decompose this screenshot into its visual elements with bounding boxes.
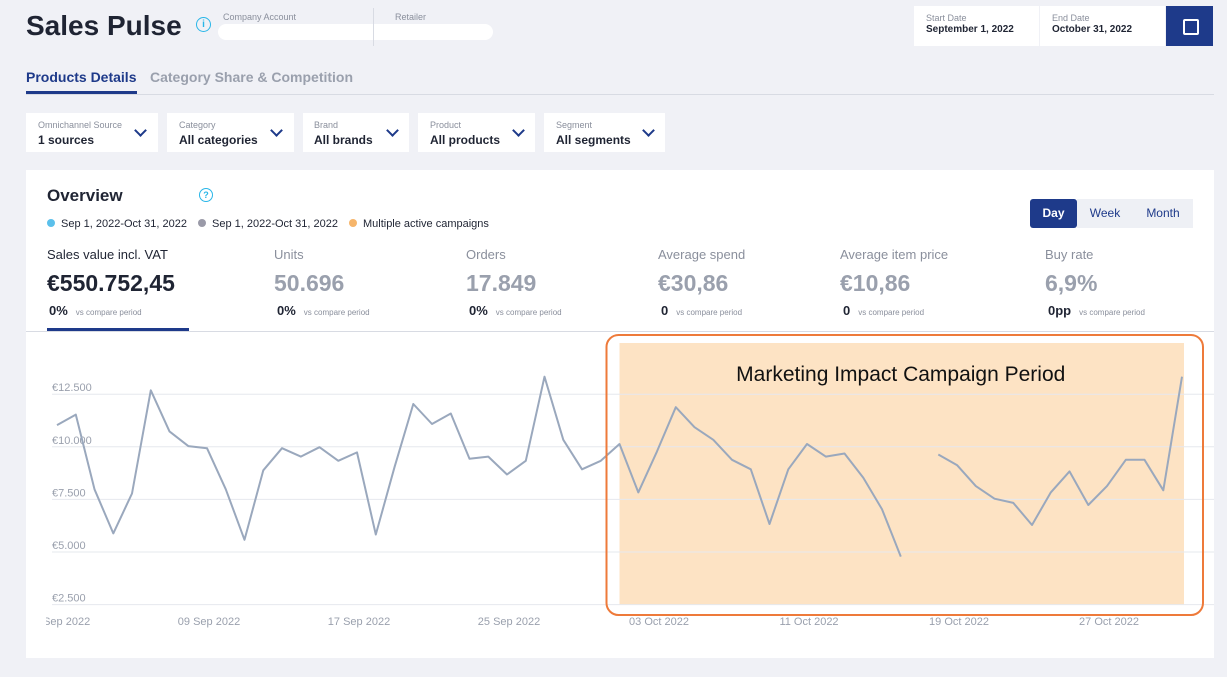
y-tick-label: €7.500 [52,487,86,499]
metric-value: €10,86 [840,270,911,296]
tab[interactable]: Category Share & Competition [150,69,354,85]
filter-value: All segments [556,133,631,147]
metric-change: 0 [843,303,851,318]
x-tick-label: 17 Sep 2022 [328,616,390,628]
filter-value: All products [430,133,501,147]
campaign-region [619,343,1184,605]
filter-value: 1 sources [38,133,95,147]
x-tick-label: 27 Oct 2022 [1079,616,1139,628]
filter-label: Segment [556,120,593,130]
metric-label: Orders [466,247,506,262]
filter[interactable]: Segment All segments [544,113,665,152]
period-week[interactable]: Week [1077,199,1133,228]
info-icon[interactable]: i [196,17,211,32]
metric-value: 50.696 [274,270,345,296]
y-tick-label: €12.500 [52,382,92,394]
x-tick-label: 25 Sep 2022 [478,616,540,628]
filter[interactable]: Product All products [418,113,535,152]
redacted [218,24,493,40]
metric-value: 6,9% [1045,270,1098,296]
x-tick-label: 01 Sep 2022 [28,616,90,628]
filter[interactable]: Brand All brands [303,113,409,152]
calendar-button[interactable] [1166,6,1213,46]
period-month[interactable]: Month [1133,199,1193,228]
start-value: September 1, 2022 [926,24,1014,35]
filter[interactable]: Omnichannel Source 1 sources [26,113,158,152]
compare-note: vs compare period [495,308,562,317]
start-date[interactable]: Start Date September 1, 2022 [914,6,1039,46]
metric-label: Sales value incl. VAT [47,247,168,262]
metric[interactable]: Average spend €30,86 0 vs compare period [658,247,745,320]
campaign-outline [605,334,1204,616]
filter-label: Category [179,120,216,130]
metric-label: Buy rate [1045,247,1094,262]
metric-change: 0% [469,303,488,318]
plot: €2.500 €5.000 €7.500 €10.000 €12.500 01 Sep 2… [28,343,1214,628]
legend-item: Sep 1, 2022-Oct 31, 2022 [47,218,187,230]
app-title: Sales Pulse [26,10,182,41]
x-tick-label: 11 Oct 2022 [779,616,838,628]
filter-value: All categories [179,133,258,147]
metric-label: Units [274,247,304,262]
x-tick-label: 09 Sep 2022 [178,616,240,628]
compare-note: vs compare period [1079,308,1145,317]
end-label: End Date [1052,13,1090,23]
compare-note: vs compare period [75,308,142,317]
metrics-divider [26,331,1214,332]
x-tick-label: 19 Oct 2022 [929,616,989,628]
tab-underline [26,91,137,94]
metric[interactable]: Units 50.696 0% vs compare period [274,247,370,320]
compare-note: vs compare period [303,308,370,317]
metric-value: €550.752,45 [47,270,175,296]
filter-value: All brands [314,133,373,147]
filter-label: Brand [314,120,339,130]
metric-underline [47,328,189,331]
metric[interactable]: Buy rate 6,9% 0pp vs compare period [1045,247,1145,320]
end-date[interactable]: End Date October 31, 2022 [1040,6,1165,46]
metric-change: 0% [49,303,68,318]
retailer-label: Retailer [395,12,427,22]
period-day[interactable]: Day [1030,199,1077,228]
start-label: Start Date [926,13,967,23]
filter-label: Omnichannel Source [38,120,123,130]
metric-change: 0pp [1048,303,1072,318]
metric[interactable]: Orders 17.849 0% vs compare period [466,247,562,320]
compare-note: vs compare period [676,308,743,317]
filter[interactable]: Category All categories [167,113,294,152]
y-tick-label: €5.000 [52,540,86,552]
calendar-icon [1183,19,1199,35]
y-tick-label: €2.500 [52,593,86,605]
help-icon[interactable]: ? [199,188,213,202]
tab-active[interactable]: Products Details [26,69,137,85]
annotation: Marketing Impact Campaign Period [736,363,1065,386]
overview-title: Overview [47,186,123,205]
metric-label: Average spend [658,247,746,262]
metric[interactable]: Sales value incl. VAT €550.752,45 0% vs com… [47,247,175,320]
metric-value: 17.849 [466,270,537,296]
legend: Sep 1, 2022-Oct 31, 2022 Sep 1, 2022-Oct… [47,218,489,230]
metric[interactable]: Average item price €10,86 0 vs compare peri… [840,247,948,320]
y-tick-label: €10.000 [52,435,92,447]
metric-change: 0% [277,303,296,318]
metric-change: 0 [661,303,669,318]
compare-note: vs compare period [858,308,925,317]
filter-label: Product [430,120,462,130]
legend-text: Sep 1, 2022-Oct 31, 2022 [61,218,187,230]
end-value: October 31, 2022 [1052,24,1133,35]
legend-text: Multiple active campaigns [362,218,489,230]
company-label: Company Account [223,12,297,22]
x-tick-label: 03 Oct 2022 [629,616,689,628]
metric-value: €30,86 [658,270,729,296]
sales-line [56,375,1183,557]
legend-text: Sep 1, 2022-Oct 31, 2022 [211,218,338,230]
legend-item: Sep 1, 2022-Oct 31, 2022 [197,218,338,230]
separator [373,8,374,46]
tab-divider [26,94,1214,95]
legend-item: Multiple active campaigns [348,218,489,230]
metric-label: Average item price [840,247,949,262]
